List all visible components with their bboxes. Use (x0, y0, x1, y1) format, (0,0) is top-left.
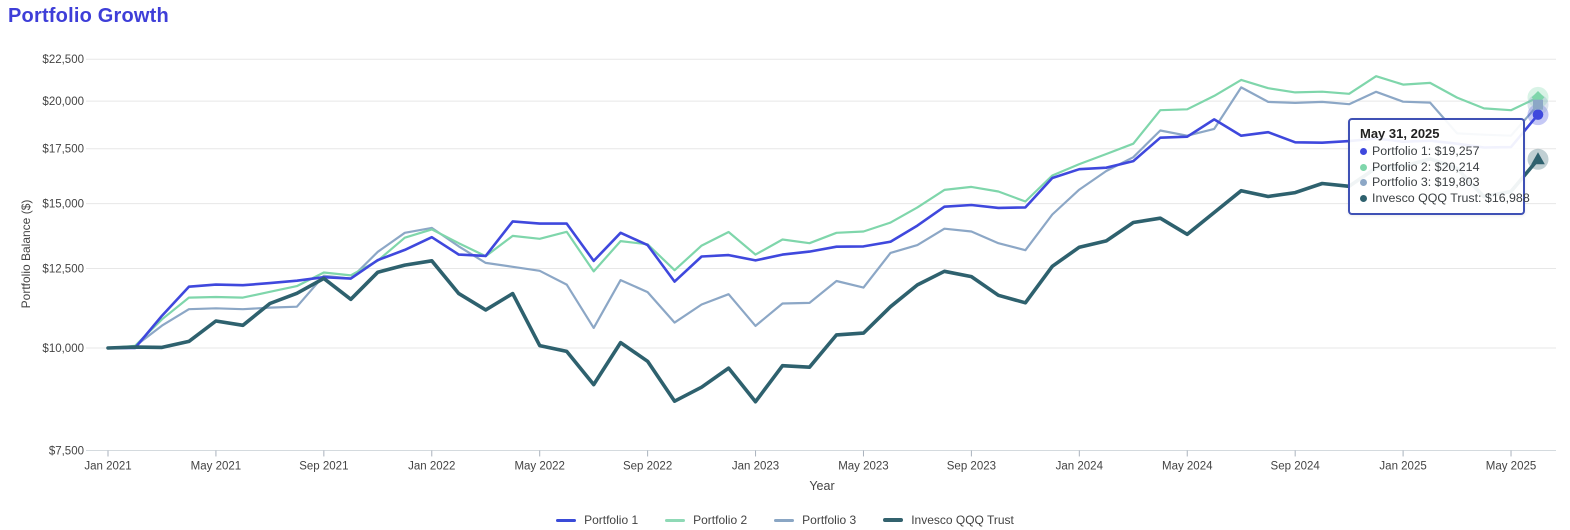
tooltip-series-value: Portfolio 3: $19,803 (1372, 175, 1480, 189)
x-axis-tick-label: Sep 2021 (299, 460, 348, 472)
x-axis-tick-label: Jan 2025 (1379, 460, 1426, 472)
legend-swatch (665, 518, 686, 522)
x-axis-tick-label: May 2024 (1162, 460, 1213, 472)
series-line-invesco-qqq-trust[interactable] (106, 157, 1540, 404)
x-axis-tick-label: May 2025 (1486, 460, 1537, 472)
tooltip-row-portfolio-3: Portfolio 3: $19,803 (1360, 175, 1513, 191)
page-title: Portfolio Growth (8, 5, 169, 27)
x-axis-tick-label: Sep 2024 (1271, 460, 1321, 472)
tooltip-row-invesco-qqq-trust: Invesco QQQ Trust: $16,988 (1360, 191, 1530, 207)
x-axis-tick-label: Sep 2022 (623, 460, 672, 472)
x-axis-tick-label: Jan 2021 (84, 460, 131, 472)
y-axis-title: Portfolio Balance ($) (19, 200, 33, 309)
x-axis-tick-label: May 2021 (191, 460, 242, 472)
legend-item-invesco-qqq-trust[interactable]: Invesco QQQ Trust (883, 513, 1014, 527)
x-axis-tick-label: May 2023 (838, 460, 889, 472)
x-axis-tick-label: Sep 2023 (947, 460, 996, 472)
series-line-portfolio-3[interactable] (106, 86, 1540, 350)
legend-label: Invesco QQQ Trust (911, 513, 1014, 527)
x-axis-title: Year (809, 479, 834, 493)
series-line-portfolio-2[interactable] (106, 75, 1540, 350)
legend-label: Portfolio 1 (584, 513, 639, 527)
end-marker-portfolio-1[interactable] (1532, 109, 1544, 120)
tooltip-series-dot (1360, 163, 1367, 171)
tooltip-rows: Portfolio 1: $19,257 Portfolio 2: $20,214… (1360, 144, 1530, 207)
x-axis-tick-label: Jan 2022 (408, 460, 455, 472)
legend-item-portfolio-3[interactable]: Portfolio 3 (774, 513, 856, 527)
x-axis-tick-label: Jan 2023 (732, 460, 779, 472)
legend-label: Portfolio 2 (693, 513, 748, 527)
legend-item-portfolio-2[interactable]: Portfolio 2 (665, 513, 747, 527)
tooltip-series-value: Portfolio 1: $19,257 (1372, 144, 1480, 158)
tooltip-series-value: Portfolio 2: $20,214 (1372, 159, 1480, 174)
tooltip-row-portfolio-1: Portfolio 1: $19,257 (1360, 144, 1513, 160)
end-marker-portfolio-3[interactable] (1533, 99, 1543, 110)
tooltip-series-dot (1360, 179, 1367, 187)
tooltip-row-portfolio-2: Portfolio 2: $20,214 (1360, 160, 1513, 176)
y-axis-tick-label: $22,500 (42, 54, 84, 66)
legend-swatch (556, 518, 577, 522)
chart-tooltip: May 31, 2025 Portfolio 1: $19,257 Portfol… (1348, 118, 1530, 215)
y-axis-tick-label: $15,000 (42, 199, 84, 211)
legend-label: Portfolio 3 (802, 513, 857, 527)
tooltip-series-value: Invesco QQQ Trust: $16,988 (1372, 190, 1530, 205)
x-axis-tick-label: Jan 2024 (1056, 460, 1104, 472)
legend-swatch (883, 518, 904, 522)
chart-legend: Portfolio 1 Portfolio 2 Portfolio 3 Invesco… (0, 513, 1570, 527)
end-marker-invesco-qqq-trust[interactable] (1531, 152, 1545, 165)
legend-swatch (774, 518, 795, 522)
tooltip-series-dot (1360, 194, 1367, 202)
y-axis-tick-label: $17,500 (42, 144, 84, 156)
series-line-portfolio-1[interactable] (106, 113, 1540, 350)
x-axis-tick-label: May 2022 (514, 460, 565, 472)
y-axis-tick-label: $20,000 (42, 96, 84, 108)
tooltip-series-dot (1360, 148, 1367, 156)
tooltip-date: May 31, 2025 (1360, 126, 1440, 141)
y-axis-tick-label: $10,000 (42, 343, 84, 355)
legend-item-portfolio-1[interactable]: Portfolio 1 (556, 513, 638, 527)
y-axis-tick-label: $12,500 (42, 264, 84, 276)
y-axis-tick-label: $7,500 (49, 445, 84, 457)
